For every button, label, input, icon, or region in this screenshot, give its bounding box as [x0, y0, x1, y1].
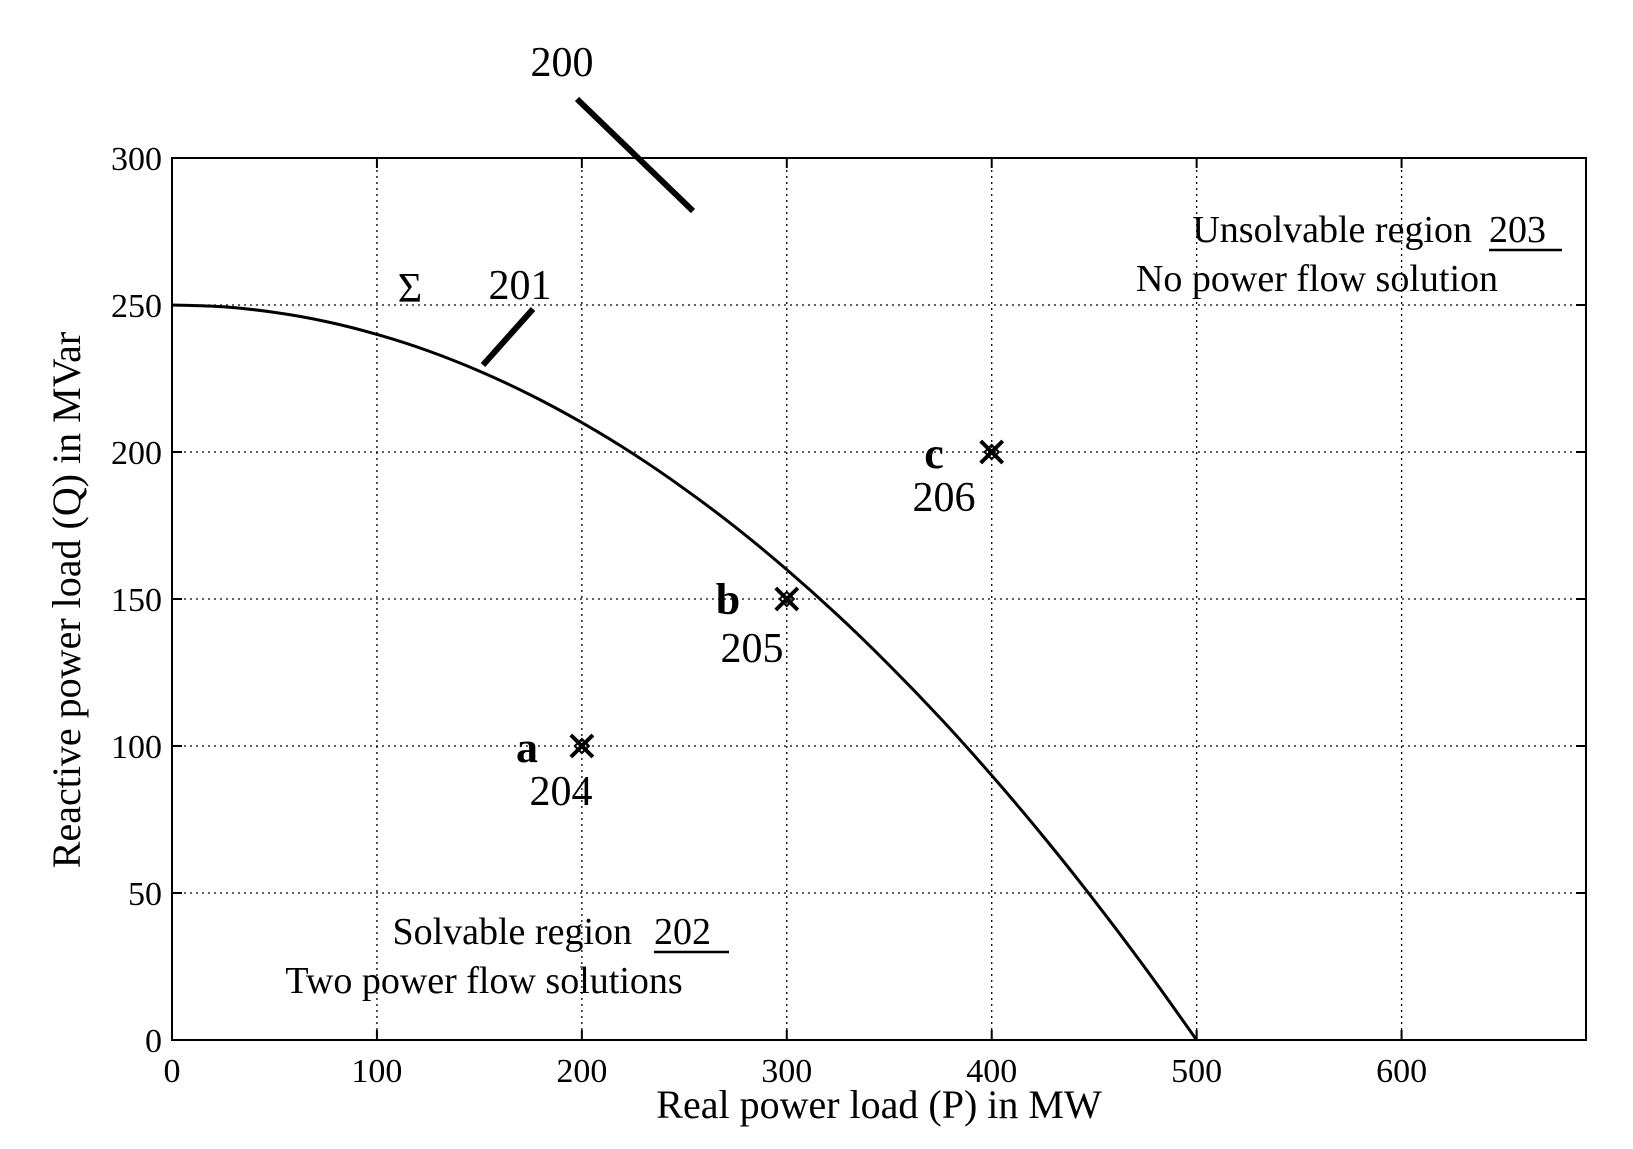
- point-b-label: b: [716, 575, 740, 624]
- y-tick-label: 50: [128, 876, 162, 913]
- x-tick-label: 500: [1171, 1053, 1222, 1090]
- point-c-label: c: [924, 429, 944, 478]
- y-tick-label: 250: [111, 288, 162, 325]
- point-b-marker: [776, 588, 798, 610]
- curve-ref-label: 201: [489, 263, 552, 309]
- y-tick-label: 300: [111, 141, 162, 178]
- y-tick-label: 150: [111, 582, 162, 619]
- point-a-ref: 204: [530, 769, 593, 815]
- y-tick-label: 100: [111, 729, 162, 766]
- x-tick-label: 600: [1376, 1053, 1427, 1090]
- unsolvable-region-ref: 203: [1489, 209, 1546, 251]
- unsolvable-region-subtitle: No power flow solution: [1136, 258, 1498, 300]
- y-tick-label: 0: [145, 1023, 162, 1060]
- point-c-ref: 206: [913, 475, 976, 521]
- point-a-label: a: [516, 723, 538, 772]
- x-tick-label: 100: [351, 1053, 402, 1090]
- point-c-marker: [981, 441, 1003, 463]
- x-axis-title: Real power load (P) in MW: [656, 1082, 1102, 1127]
- solvable-region-title: Solvable region: [392, 911, 632, 953]
- point-b-ref: 205: [721, 626, 784, 672]
- curve-ref-leader: [483, 309, 533, 365]
- solvable-region-subtitle: Two power flow solutions: [285, 960, 682, 1002]
- point-a-marker: [571, 735, 593, 757]
- x-tick-label: 200: [556, 1053, 607, 1090]
- solvable-region-ref: 202: [654, 911, 711, 953]
- curve-sigma-label: Σ: [398, 266, 422, 312]
- figure-ref-label: 200: [531, 40, 594, 86]
- figure-ref-leader: [577, 99, 693, 211]
- y-axis-title: Reactive power load (Q) in MVar: [44, 332, 89, 868]
- y-tick-label: 200: [111, 435, 162, 472]
- unsolvable-region-title: Unsolvable region: [1192, 209, 1472, 251]
- x-tick-label: 0: [164, 1053, 181, 1090]
